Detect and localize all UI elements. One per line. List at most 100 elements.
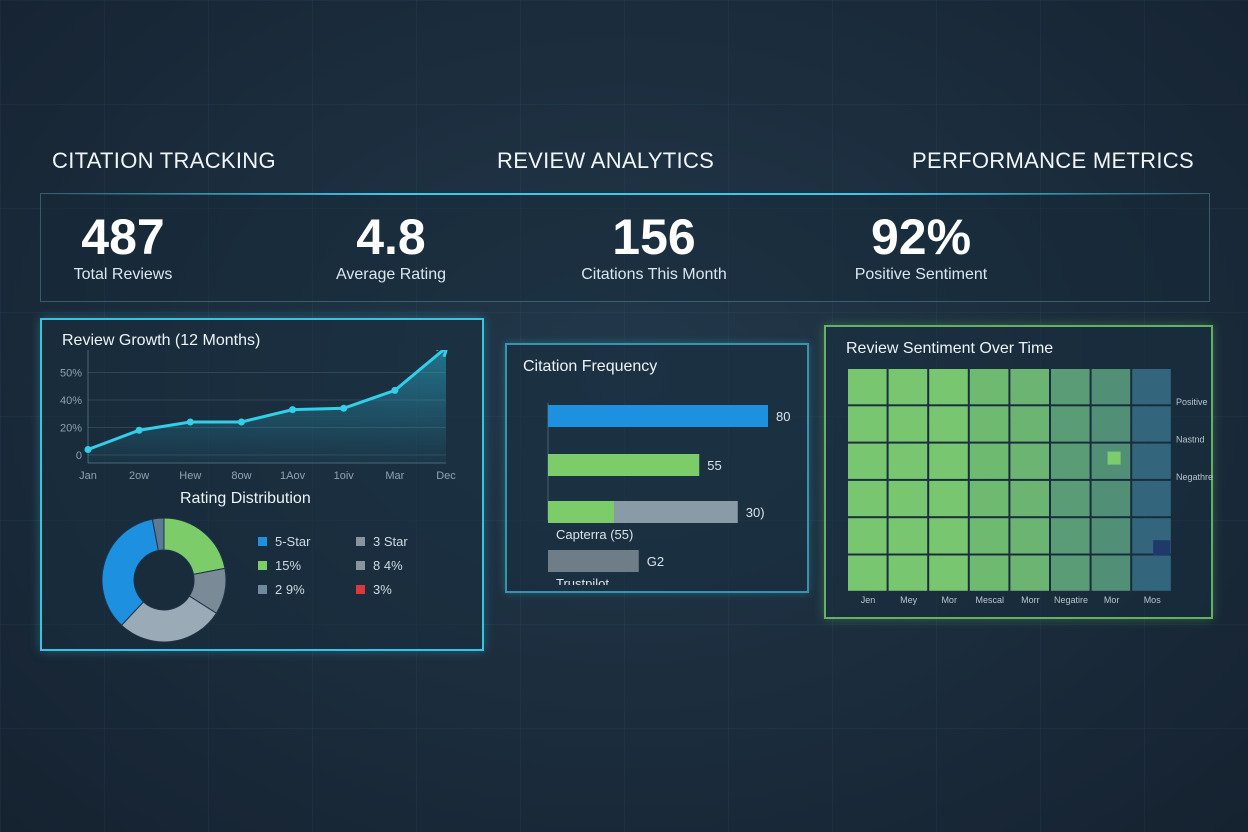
legend-item: 3 Star <box>356 534 408 549</box>
legend-label: 8 4% <box>373 558 403 573</box>
bar-segment <box>614 501 738 523</box>
heatmap-cell <box>1010 406 1049 442</box>
heatmap-cell <box>929 406 968 442</box>
legend-item: 5-Star <box>258 534 310 549</box>
y-tick-label: 40% <box>60 395 82 407</box>
heatmap-cell <box>1132 480 1171 517</box>
citation-frequency-panel: Citation Frequency 80 55 30) Capterra (55) G… <box>505 343 809 593</box>
heatmap-y-label: Positive <box>1176 397 1208 407</box>
bar-segment <box>548 454 700 476</box>
pie-slice-blue <box>101 518 159 626</box>
stats-bar: 487 Total Reviews 4.8 Average Rating 156 Ci… <box>40 193 1210 302</box>
heatmap-y-label: Nastnd <box>1176 435 1205 445</box>
legend-swatch <box>258 537 267 546</box>
heatmap-x-label: Morr <box>1021 595 1040 605</box>
heatmap-cell <box>1091 480 1131 517</box>
bar-category-label: Capterra (55) <box>556 527 633 542</box>
bar-chart-title: Citation Frequency <box>523 358 658 375</box>
heatmap-cell <box>888 480 928 517</box>
data-point <box>340 404 348 412</box>
line-chart-title: Review Growth (12 Months) <box>62 332 261 349</box>
stat-positive-sentiment: 92% Positive Sentiment <box>846 208 996 284</box>
data-point <box>289 406 297 414</box>
heatmap-outlier-cell <box>1153 540 1171 556</box>
line-series <box>87 350 446 451</box>
legend-item: 2 9% <box>258 582 305 597</box>
heatmap-cell <box>888 443 928 479</box>
bar-segment <box>548 405 768 427</box>
heatmap-cell <box>1010 443 1049 479</box>
heatmap-y-label: Negathre <box>1176 472 1213 482</box>
heatmap-cell <box>888 555 928 591</box>
heatmap-cell <box>1091 518 1131 554</box>
heatmap-cell <box>969 518 1009 554</box>
line-chart: 0 20% 40% 50% Jan 2ow Hew 8ow 1Aov 1oiv Mar Dec <box>60 350 456 482</box>
y-tick-label: 50% <box>60 368 82 380</box>
review-growth-panel: Review Growth (12 Months) 0 20% 40% 50% Jan 2… <box>40 318 484 651</box>
heatmap-cell <box>1051 369 1090 405</box>
heatmap-cell <box>1010 480 1049 517</box>
legend-swatch <box>356 585 365 594</box>
heatmap-cell <box>1091 555 1131 591</box>
bar-segment <box>548 501 614 523</box>
legend-swatch <box>356 561 365 570</box>
heatmap-title: Review Sentiment Over Time <box>846 340 1054 357</box>
heatmap-cell <box>1132 406 1171 442</box>
heatmap-cell <box>1132 555 1171 591</box>
header-review-analytics: REVIEW ANALYTICS <box>497 148 715 173</box>
heatmap: Positive Nastnd Negathre Jen Mey Mor Mescal Mor… <box>848 369 1213 605</box>
heatmap-cell <box>848 369 887 405</box>
data-point <box>135 426 143 434</box>
x-tick-label: Mar <box>385 470 404 482</box>
heatmap-cell <box>1010 518 1049 554</box>
legend-label: 2 9% <box>275 582 305 597</box>
y-tick-label: 20% <box>60 423 82 435</box>
heatmap-cell <box>1091 369 1131 405</box>
data-point <box>84 446 92 453</box>
stat-label: Average Rating <box>336 266 446 283</box>
y-tick-label: 0 <box>76 450 82 462</box>
bar-value-label: G2 <box>647 554 664 569</box>
data-point <box>186 418 194 426</box>
heatmap-cell <box>888 369 928 405</box>
stat-value: 156 <box>612 209 696 265</box>
heatmap-cell <box>969 369 1009 405</box>
legend-label: 3 Star <box>373 534 408 549</box>
heatmap-x-label: Negatire <box>1054 595 1088 605</box>
heatmap-cell <box>848 443 887 479</box>
heatmap-cell <box>848 406 887 442</box>
bar-value-label: 30) <box>746 505 765 520</box>
pie-slice-light-gray <box>120 595 218 643</box>
pie-slice-steel <box>151 517 165 552</box>
legend-item: 8 4% <box>356 558 403 573</box>
heatmap-cell <box>888 406 928 442</box>
legend-swatch <box>258 561 267 570</box>
pie-slice-green <box>163 517 226 575</box>
legend-swatch <box>258 585 267 594</box>
heatmap-x-label: Mor <box>1104 595 1120 605</box>
stat-citations: 156 Citations This Month <box>579 208 729 284</box>
heatmap-cell <box>1091 406 1131 442</box>
bar-value-label: 55 <box>707 458 721 473</box>
legend-label: 15% <box>275 558 302 573</box>
heatmap-x-label: Mor <box>941 595 957 605</box>
heatmap-cell <box>1051 443 1090 479</box>
legend-item: 3% <box>356 582 392 597</box>
stat-value: 4.8 <box>356 209 426 265</box>
heatmap-cell <box>848 555 887 591</box>
pie-chart-title: Rating Distribution <box>180 490 311 507</box>
heatmap-cell <box>1051 518 1090 554</box>
heatmap-cell <box>1010 555 1049 591</box>
sentiment-panel: Review Sentiment Over Time Positive Nastn… <box>824 325 1213 619</box>
heatmap-cell <box>969 406 1009 442</box>
legend-label: 5-Star <box>275 534 311 549</box>
arrow-head-icon <box>436 350 448 358</box>
legend-item: 15% <box>258 558 301 573</box>
heatmap-cell <box>929 443 968 479</box>
heatmap-cell <box>1051 406 1090 442</box>
heatmap-cell <box>929 555 968 591</box>
bar-chart: 80 55 30) Capterra (55) G2 Trustpilot <box>547 403 790 585</box>
heatmap-cell <box>929 480 968 517</box>
x-tick-label: 1oiv <box>334 470 355 482</box>
legend-label: 3% <box>373 582 392 597</box>
